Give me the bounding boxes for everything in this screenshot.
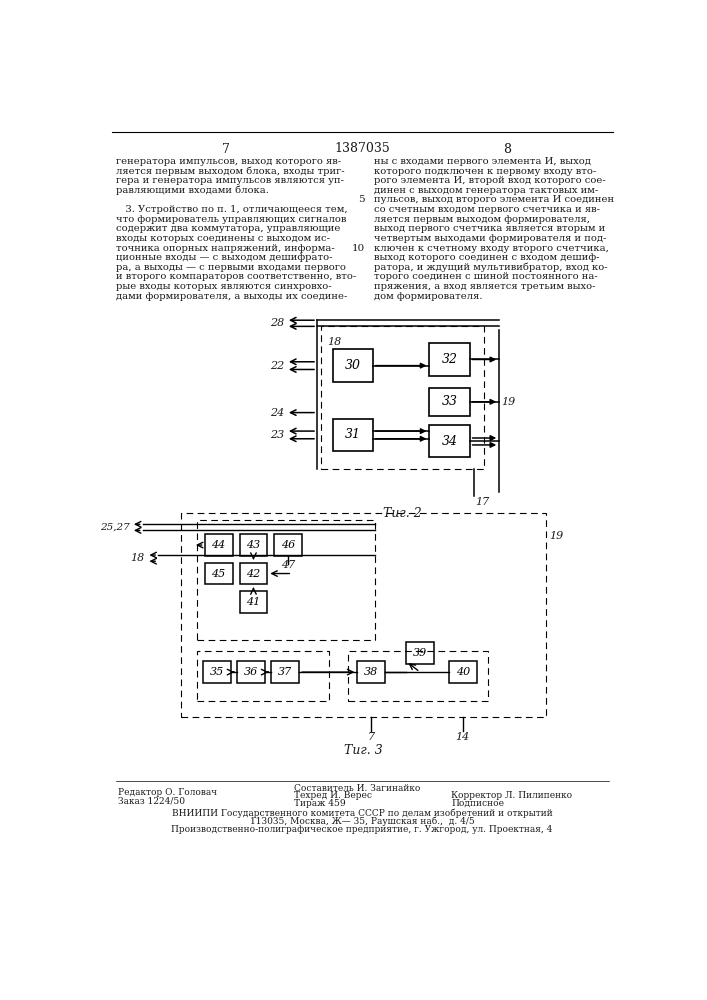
Text: 33: 33 [442,395,457,408]
Text: Составитель И. Загинайко: Составитель И. Загинайко [293,784,420,793]
Text: 17: 17 [475,497,489,507]
Bar [237,661,265,683]
Text: 10: 10 [352,244,365,253]
Text: равляющими входами блока.: равляющими входами блока. [115,186,269,195]
Text: рые входы которых являются синхровхо-: рые входы которых являются синхровхо- [115,282,331,291]
Text: ны с входами первого элемента И, выход: ны с входами первого элемента И, выход [373,157,590,166]
Text: динен с выходом генератора тактовых им-: динен с выходом генератора тактовых им- [373,186,598,195]
Text: 18: 18 [131,553,145,563]
Text: Техред И. Верес: Техред И. Верес [293,791,372,800]
Text: Тираж 459: Тираж 459 [293,799,346,808]
Text: 36: 36 [244,667,258,677]
Text: выход первого счетчика является вторым и: выход первого счетчика является вторым и [373,224,604,233]
Text: 1387035: 1387035 [334,142,390,155]
Text: 31: 31 [344,428,361,441]
Bar [429,388,469,416]
Text: дами формирователя, а выходы их соедине-: дами формирователя, а выходы их соедине- [115,292,347,301]
Text: 28: 28 [270,318,284,328]
Text: 8: 8 [503,143,511,156]
Text: 39: 39 [413,648,427,658]
Text: 14: 14 [455,732,470,742]
Text: 42: 42 [246,569,261,579]
Text: 23: 23 [270,430,284,440]
Text: 46: 46 [281,540,296,550]
Text: Τиг. 3: Τиг. 3 [344,744,383,757]
Text: ционные входы — с выходом дешифрато-: ционные входы — с выходом дешифрато- [115,253,332,262]
Text: со счетным входом первого счетчика и яв-: со счетным входом первого счетчика и яв- [373,205,600,214]
Text: 24: 24 [270,408,284,418]
Text: 41: 41 [246,597,261,607]
Text: 22: 22 [270,361,284,371]
Text: 47: 47 [281,560,296,570]
Text: рого элемента И, второй вход которого сое-: рого элемента И, второй вход которого со… [373,176,605,185]
Text: ляется первым выходом блока, входы триг-: ляется первым выходом блока, входы триг- [115,167,344,176]
Text: ВНИИПИ Государственного комитета СССР по делам изобретений и открытий: ВНИИПИ Государственного комитета СССР по… [172,808,552,818]
Text: которого подключен к первому входу вто-: которого подключен к первому входу вто- [373,167,596,176]
Bar [197,520,375,640]
Text: 44: 44 [211,540,226,550]
Bar [348,651,488,701]
Text: 45: 45 [211,569,226,579]
Text: 113035, Москва, Ж— 35, Раушская наб.,  д. 4/5: 113035, Москва, Ж— 35, Раушская наб., д.… [250,817,474,826]
Text: содержит два коммутатора, управляющие: содержит два коммутатора, управляющие [115,224,340,233]
Text: пульсов, выход второго элемента И соединен: пульсов, выход второго элемента И соедин… [373,195,614,204]
Bar [182,513,546,717]
Text: 25,27: 25,27 [100,523,129,532]
Text: 7: 7 [221,143,230,156]
Bar [204,563,233,584]
Bar [332,349,373,382]
Bar [204,534,233,556]
Text: 30: 30 [344,359,361,372]
Text: ра, а выходы — с первыми входами первого: ра, а выходы — с первыми входами первого [115,263,346,272]
Bar [274,534,303,556]
Text: 7: 7 [368,732,375,742]
Text: Корректор Л. Пилипенко: Корректор Л. Пилипенко [451,791,572,800]
Text: 37: 37 [278,667,293,677]
Text: Подписное: Подписное [451,799,504,808]
Text: 19: 19 [501,397,515,407]
Text: 5: 5 [358,195,365,204]
Text: точника опорных напряжений, информа-: точника опорных напряжений, информа- [115,244,334,253]
Text: 34: 34 [442,435,457,448]
Bar [197,651,329,701]
Text: гера и генератора импульсов являются уп-: гера и генератора импульсов являются уп- [115,176,344,185]
Text: выход которого соединен с входом дешиф-: выход которого соединен с входом дешиф- [373,253,599,262]
Text: 38: 38 [364,667,378,677]
Text: торого соединен с шиной постоянного на-: торого соединен с шиной постоянного на- [373,272,597,281]
Text: 32: 32 [442,353,457,366]
Text: ратора, и ждущий мультивибратор, вход ко-: ратора, и ждущий мультивибратор, вход ко… [373,263,607,272]
Text: что формирователь управляющих сигналов: что формирователь управляющих сигналов [115,215,346,224]
Text: 40: 40 [455,667,470,677]
Bar [240,563,267,584]
Bar [271,661,299,683]
Text: генератора импульсов, выход которого яв-: генератора импульсов, выход которого яв- [115,157,341,166]
Text: дом формирователя.: дом формирователя. [373,292,482,301]
Text: 19: 19 [549,531,563,541]
Text: 3. Устройство по п. 1, отличающееся тем,: 3. Устройство по п. 1, отличающееся тем, [115,205,347,214]
Text: 18: 18 [327,337,341,347]
Bar [406,642,434,664]
Bar [332,419,373,451]
Bar [429,343,469,376]
Bar [449,661,477,683]
Text: ляется первым выходом формирователя,: ляется первым выходом формирователя, [373,215,590,224]
Text: Заказ 1224/50: Заказ 1224/50 [118,796,185,805]
Text: Τиг. 2: Τиг. 2 [383,507,421,520]
Bar [203,661,231,683]
Text: и второго компараторов соответственно, вто-: и второго компараторов соответственно, в… [115,272,356,281]
Text: 43: 43 [246,540,261,550]
Bar [240,534,267,556]
Bar [429,425,469,457]
Text: пряжения, а вход является третьим выхо-: пряжения, а вход является третьим выхо- [373,282,595,291]
Bar [240,591,267,613]
Bar [321,326,484,469]
Text: входы которых соединены с выходом ис-: входы которых соединены с выходом ис- [115,234,329,243]
Bar [357,661,385,683]
Text: четвертым выходами формирователя и под-: четвертым выходами формирователя и под- [373,234,606,243]
Text: Редактор О. Головач: Редактор О. Головач [118,788,217,797]
Text: 35: 35 [210,667,224,677]
Text: Производственно-полиграфическое предприятие, г. Ужгород, ул. Проектная, 4: Производственно-полиграфическое предприя… [171,825,553,834]
Text: ключен к счетному входу второго счетчика,: ключен к счетному входу второго счетчика… [373,244,609,253]
